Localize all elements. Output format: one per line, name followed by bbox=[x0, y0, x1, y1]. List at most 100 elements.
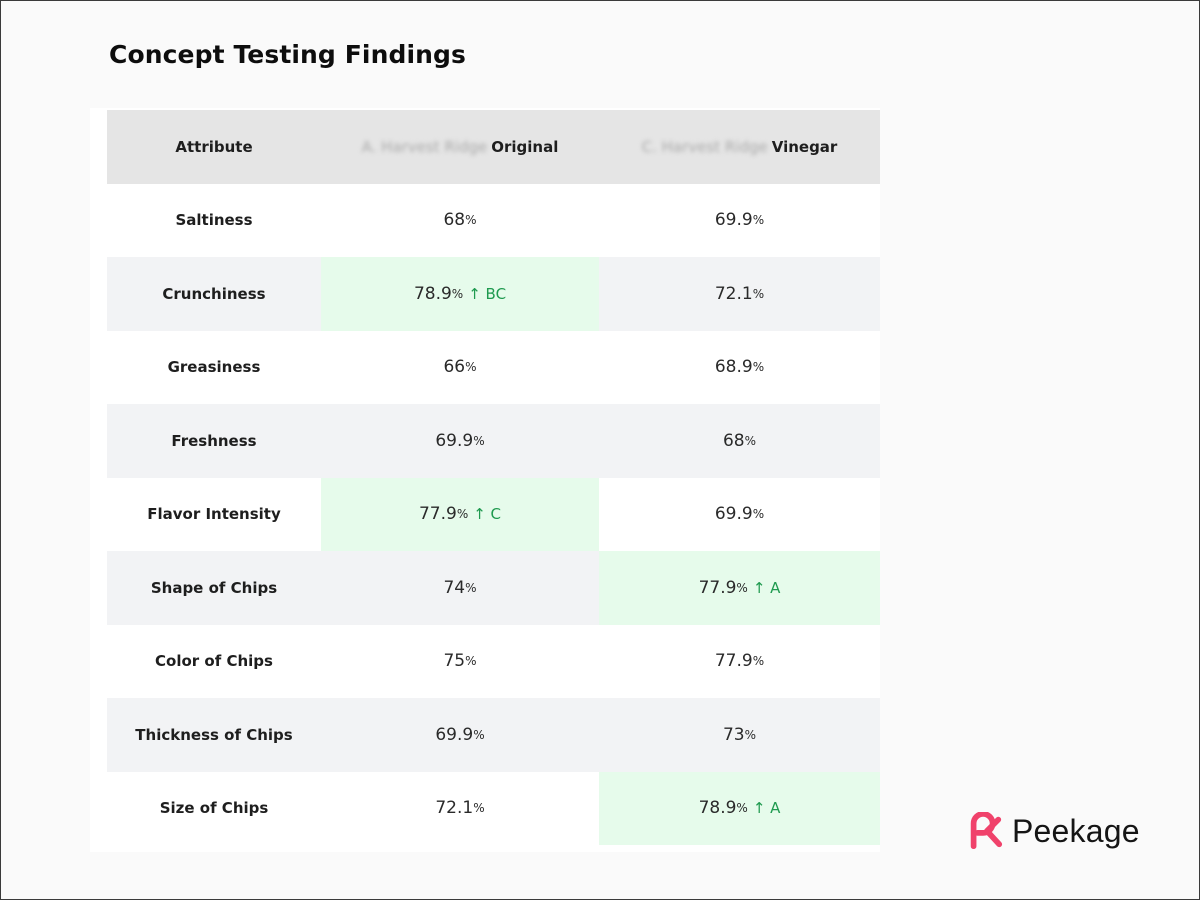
significance-indicator: ↑ C bbox=[473, 505, 502, 524]
attribute-cell: Thickness of Chips bbox=[107, 698, 321, 772]
score-value: 77.9 bbox=[714, 651, 753, 672]
table-header-row: Attribute A. Harvest Ridge Original C. H… bbox=[107, 110, 880, 184]
score-value: 74 bbox=[443, 577, 466, 598]
table-row: Crunchiness 78.9% ↑ BC 72.1% bbox=[107, 257, 880, 331]
percent-unit: % bbox=[451, 286, 464, 301]
percent-unit: % bbox=[736, 801, 748, 816]
findings-table: Attribute A. Harvest Ridge Original C. H… bbox=[107, 110, 880, 845]
percent-unit: % bbox=[465, 580, 477, 595]
table-row: Size of Chips 72.1% 78.9% ↑ A bbox=[107, 771, 880, 846]
score-value: 73 bbox=[722, 724, 745, 745]
score-value: 69.9 bbox=[714, 210, 753, 231]
attribute-cell: Flavor Intensity bbox=[107, 478, 321, 552]
concept-a-value-cell: 69.9% bbox=[321, 404, 599, 478]
concept-a-value-cell: 75% bbox=[321, 625, 599, 699]
score-value: 69.9 bbox=[435, 430, 474, 451]
percent-unit: % bbox=[473, 727, 485, 742]
attribute-cell: Crunchiness bbox=[107, 257, 321, 331]
table-row: Flavor Intensity 77.9% ↑ C 69.9% bbox=[107, 477, 880, 552]
percent-unit: % bbox=[744, 433, 757, 448]
table-row: Saltiness 68% 69.9% bbox=[107, 183, 880, 258]
concept-a-value-cell: 72.1% bbox=[321, 772, 599, 846]
concept-a-brand-redacted: A. Harvest Ridge bbox=[361, 137, 488, 156]
score-value: 78.9 bbox=[413, 283, 452, 304]
table-body: Saltiness 68% 69.9% Crunchiness 78.9% ↑ BC 72.… bbox=[107, 183, 880, 846]
table-row: Thickness of Chips 69.9% 73% bbox=[107, 698, 880, 772]
score-value: 77.9 bbox=[418, 504, 457, 525]
concept-a-value-cell: 74% bbox=[321, 551, 599, 625]
concept-c-value-cell: 72.1% bbox=[599, 257, 880, 331]
score-value: 77.9 bbox=[698, 577, 737, 598]
attribute-label: Crunchiness bbox=[162, 284, 266, 303]
concept-c-value-cell: 69.9% bbox=[599, 478, 880, 552]
percent-unit: % bbox=[456, 507, 469, 522]
attribute-cell: Greasiness bbox=[107, 331, 321, 405]
concept-c-value-cell: 69.9% bbox=[599, 184, 880, 258]
concept-a-value-cell: 78.9% ↑ BC bbox=[321, 257, 599, 331]
percent-unit: % bbox=[752, 507, 765, 522]
attribute-label: Shape of Chips bbox=[150, 578, 278, 597]
concept-a-name: Original bbox=[491, 137, 559, 156]
score-value: 69.9 bbox=[714, 504, 753, 525]
concept-c-value-cell: 77.9% bbox=[599, 625, 880, 699]
score-value: 78.9 bbox=[698, 798, 737, 819]
attribute-label: Flavor Intensity bbox=[147, 505, 281, 524]
concept-c-value-cell: 77.9% ↑ A bbox=[599, 551, 880, 625]
score-value: 75 bbox=[443, 651, 466, 672]
page-title: Concept Testing Findings bbox=[109, 40, 467, 69]
header-concept-c-label: C. Harvest Ridge Vinegar bbox=[642, 138, 838, 156]
attribute-cell: Color of Chips bbox=[107, 625, 321, 699]
attribute-label: Greasiness bbox=[167, 358, 261, 377]
attribute-label: Color of Chips bbox=[155, 652, 273, 671]
concept-c-value-cell: 78.9% ↑ A bbox=[599, 771, 880, 845]
brand-logo: Peekage bbox=[966, 812, 1140, 850]
percent-unit: % bbox=[752, 286, 765, 301]
attribute-cell: Shape of Chips bbox=[107, 551, 321, 625]
attribute-cell: Size of Chips bbox=[107, 772, 321, 846]
table-row: Color of Chips 75% 77.9% bbox=[107, 624, 880, 699]
significance-indicator: ↑ A bbox=[752, 799, 781, 818]
percent-unit: % bbox=[752, 654, 765, 669]
percent-unit: % bbox=[736, 580, 748, 595]
score-value: 68.9 bbox=[714, 357, 753, 378]
percent-unit: % bbox=[752, 360, 765, 375]
concept-a-value-cell: 66% bbox=[321, 331, 599, 405]
concept-c-value-cell: 68% bbox=[599, 404, 880, 478]
attribute-cell: Freshness bbox=[107, 404, 321, 478]
concept-a-value-cell: 68% bbox=[321, 184, 599, 258]
score-value: 66 bbox=[443, 357, 466, 378]
header-concept-c-cell: C. Harvest Ridge Vinegar bbox=[599, 110, 880, 184]
score-value: 69.9 bbox=[435, 724, 474, 745]
peekage-logo-icon bbox=[970, 812, 1003, 850]
concept-a-value-cell: 69.9% bbox=[321, 698, 599, 772]
header-concept-a-cell: A. Harvest Ridge Original bbox=[321, 110, 599, 184]
attribute-label: Saltiness bbox=[175, 211, 253, 230]
percent-unit: % bbox=[752, 213, 765, 228]
header-concept-a-label: A. Harvest Ridge Original bbox=[362, 138, 559, 156]
attribute-label: Thickness of Chips bbox=[135, 725, 293, 744]
percent-unit: % bbox=[465, 654, 477, 669]
significance-indicator: ↑ A bbox=[752, 578, 781, 597]
percent-unit: % bbox=[465, 360, 477, 375]
logo-wordmark: Peekage bbox=[1012, 812, 1140, 849]
concept-c-brand-redacted: C. Harvest Ridge bbox=[641, 137, 768, 156]
percent-unit: % bbox=[465, 213, 477, 228]
header-attribute-label: Attribute bbox=[175, 137, 253, 156]
table-row: Freshness 69.9% 68% bbox=[107, 404, 880, 478]
concept-a-value-cell: 77.9% ↑ C bbox=[321, 477, 599, 551]
header-attribute-cell: Attribute bbox=[107, 110, 321, 184]
significance-indicator: ↑ BC bbox=[468, 284, 507, 303]
concept-c-value-cell: 73% bbox=[599, 698, 880, 772]
attribute-cell: Saltiness bbox=[107, 184, 321, 258]
percent-unit: % bbox=[744, 727, 757, 742]
score-value: 72.1 bbox=[435, 798, 474, 819]
table-row: Greasiness 66% 68.9% bbox=[107, 330, 880, 405]
percent-unit: % bbox=[473, 433, 485, 448]
table-row: Shape of Chips 74% 77.9% ↑ A bbox=[107, 551, 880, 625]
score-value: 72.1 bbox=[714, 283, 753, 304]
attribute-label: Size of Chips bbox=[159, 799, 269, 818]
percent-unit: % bbox=[473, 801, 485, 816]
concept-c-value-cell: 68.9% bbox=[599, 331, 880, 405]
score-value: 68 bbox=[443, 210, 466, 231]
score-value: 68 bbox=[722, 430, 745, 451]
